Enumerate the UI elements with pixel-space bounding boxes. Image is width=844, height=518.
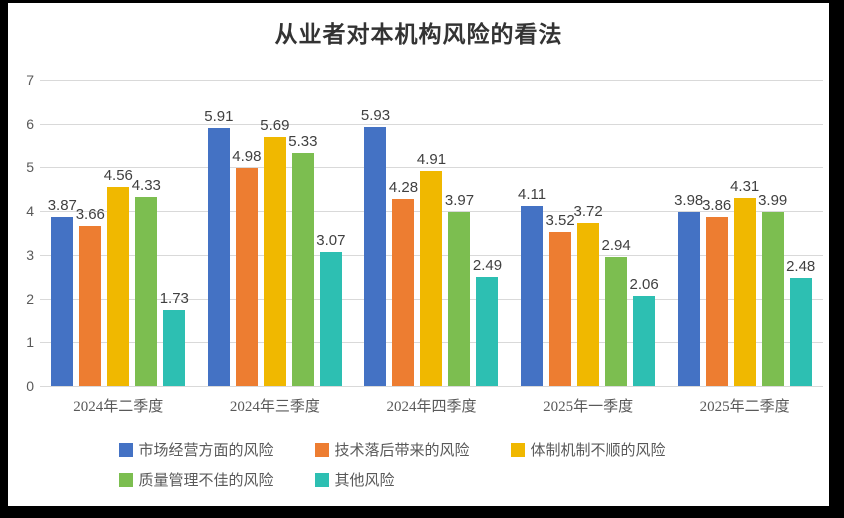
bar: 4.33 (132, 177, 161, 386)
bar: 3.72 (573, 203, 603, 386)
bar: 3.66 (76, 206, 105, 386)
x-axis-category-labels: 2024年二季度 2024年三季度 2024年四季度 2025年一季度 2025年二季度 (40, 395, 823, 416)
chart-title: 从业者对本机构风险的看法 (274, 22, 563, 47)
bar-group-2: 5.91 4.98 5.69 5.33 3.07 (197, 80, 354, 386)
bar: 5.33 (288, 133, 317, 386)
y-axis-tick-label: 1 (26, 334, 34, 351)
legend-label: 技术落后带来的风险 (334, 443, 470, 459)
legend-label: 质量管理不佳的风险 (138, 473, 274, 489)
category-label: 2024年四季度 (386, 399, 477, 415)
legend: 市场经营方面的风险 技术落后带来的风险 体制机制不顺的风险质量管理不佳的风险 其他风险 (8, 439, 829, 490)
bar: 3.86 (702, 197, 731, 386)
category-label: 2025年二季度 (699, 399, 790, 415)
bar: 3.87 (48, 197, 77, 386)
legend-item: 技术落后带来的风险 (314, 439, 511, 460)
bar-value-label: 1.73 (159, 290, 189, 308)
legend-label: 体制机制不顺的风险 (530, 443, 666, 459)
bar-value-label: 3.72 (573, 203, 603, 221)
bar-value-label: 3.99 (758, 191, 788, 209)
bar-value-label: 4.31 (730, 177, 760, 195)
bar-value-label: 3.87 (47, 196, 77, 214)
legend-item: 市场经营方面的风险 (118, 439, 315, 460)
bar: 3.98 (674, 192, 703, 386)
bar-value-label: 4.98 (232, 148, 262, 166)
bar: 2.48 (786, 258, 815, 386)
bar-value-label: 5.91 (204, 107, 234, 125)
bar-value-label: 5.69 (260, 117, 290, 135)
legend-label: 其他风险 (334, 473, 395, 489)
y-axis-tick-label: 5 (26, 159, 34, 176)
bar-group-4: 4.11 3.52 3.72 2.94 2.06 (510, 80, 667, 386)
y-axis-tick-label: 2 (26, 290, 34, 307)
gridline-y-6 (40, 123, 823, 125)
y-axis-tick-label: 0 (26, 378, 34, 394)
bar: 3.99 (758, 192, 787, 386)
category-label: 2024年二季度 (73, 399, 164, 415)
plot-area: 0 1 2 3 4 5 6 7 3.87 3.66 4.56 4.33 1.73 5.91 4.98 5.69… (26, 72, 823, 394)
y-axis-tick-label: 3 (26, 246, 34, 263)
bar-value-label: 4.11 (518, 186, 547, 204)
bar: 4.11 (518, 186, 546, 386)
bar-value-label: 4.33 (131, 176, 161, 194)
legend-items: 市场经营方面的风险 技术落后带来的风险 体制机制不顺的风险质量管理不佳的风险 其他风险 (118, 439, 719, 490)
legend-swatch-icon (314, 442, 329, 457)
bar-value-label: 3.86 (702, 197, 732, 215)
bar: 4.56 (104, 167, 133, 386)
bar: 1.73 (160, 290, 189, 386)
y-axis-tick-label: 7 (26, 72, 34, 88)
y-axis-tick-label: 4 (26, 203, 34, 220)
legend-swatch-icon (510, 442, 525, 457)
bar-value-label: 3.52 (545, 212, 575, 230)
bar: 4.31 (730, 178, 759, 386)
bar-value-label: 3.97 (444, 192, 475, 210)
y-axis-tick-label: 6 (26, 115, 34, 132)
gridline-y-7 (40, 80, 823, 81)
bar: 4.91 (417, 151, 446, 386)
legend-swatch-icon (314, 472, 329, 487)
bar-group-3: 5.93 4.28 4.91 3.97 2.49 (353, 80, 510, 386)
bar-value-label: 5.33 (288, 133, 318, 151)
category-label: 2024年三季度 (229, 399, 320, 415)
bar-group-1: 3.87 3.66 4.56 4.33 1.73 (40, 80, 197, 386)
bar: 3.07 (316, 232, 345, 386)
bar: 2.06 (629, 276, 659, 386)
legend-item: 其他风险 (314, 469, 511, 490)
bar: 5.93 (361, 107, 390, 386)
bar-value-label: 4.91 (416, 151, 447, 169)
bar: 3.52 (545, 212, 575, 386)
bar-value-label: 3.07 (316, 231, 346, 249)
legend-swatch-icon (118, 442, 133, 457)
legend-item: 体制机制不顺的风险 (510, 439, 707, 460)
legend-item: 质量管理不佳的风险 (118, 469, 315, 490)
bar-value-label: 5.93 (360, 106, 391, 124)
category-label: 2025年一季度 (543, 399, 634, 415)
bar-value-label: 2.48 (786, 257, 816, 275)
bar-value-label: 4.56 (103, 166, 133, 184)
bar: 5.91 (204, 108, 233, 386)
gridline-y-0 (40, 386, 823, 387)
bar-value-label: 3.98 (674, 192, 704, 210)
bar-value-label: 2.94 (601, 237, 631, 255)
gridline-y-5 (40, 167, 823, 169)
bar: 2.49 (473, 257, 502, 386)
bar: 4.98 (232, 148, 261, 386)
bar-group-5: 3.98 3.86 4.31 3.99 2.48 (666, 80, 823, 386)
bar: 5.69 (260, 117, 289, 386)
bar-value-label: 4.28 (388, 178, 419, 196)
legend-swatch-icon (118, 472, 133, 487)
bar-value-label: 2.49 (472, 257, 503, 275)
bar: 2.94 (601, 237, 631, 386)
bar: 4.28 (389, 179, 418, 386)
chart-canvas: 从业者对本机构风险的看法 0 1 2 3 4 5 6 7 3.87 3.66 4.56 4.33 1.7… (8, 3, 829, 506)
bar-value-label: 2.06 (629, 275, 659, 293)
bar: 3.97 (445, 192, 474, 386)
bar-groups: 3.87 3.66 4.56 4.33 1.73 5.91 4.98 5.69 5.33 3.07… (40, 80, 823, 386)
bar-value-label: 3.66 (75, 206, 105, 224)
legend-label: 市场经营方面的风险 (138, 443, 274, 459)
